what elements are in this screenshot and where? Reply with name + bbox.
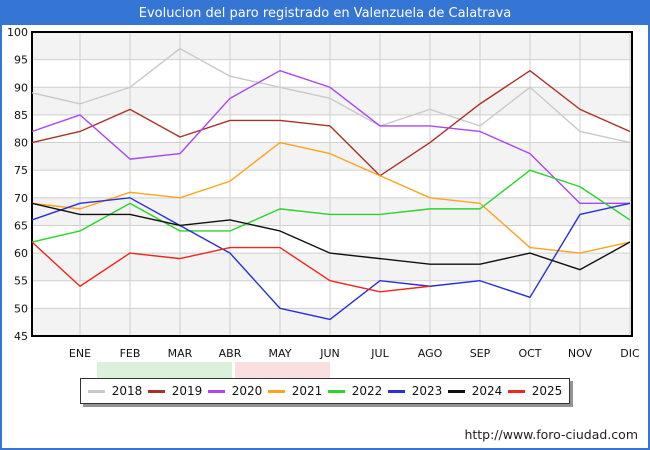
legend-item-2023: 2023 — [387, 384, 443, 398]
legend-swatch-2018 — [87, 389, 105, 393]
y-axis-tick-label: 70 — [14, 192, 28, 205]
legend-label-2025: 2025 — [531, 384, 563, 398]
series-line-2020 — [31, 69, 630, 205]
legend-label-2020: 2020 — [231, 384, 263, 398]
x-axis-month-label: JUN — [319, 347, 340, 360]
legend-label-2024: 2024 — [471, 384, 503, 398]
y-axis-tick-label: 60 — [14, 247, 28, 260]
y-axis-tick-label: 80 — [14, 137, 28, 150]
y-axis-tick-label: 100 — [7, 26, 28, 39]
x-axis-month-label: ABR — [219, 347, 242, 360]
legend-swatch-2025 — [507, 389, 525, 393]
legend-swatch-2020 — [207, 389, 225, 393]
x-axis-month-label: AGO — [418, 347, 443, 360]
legend-item-2021: 2021 — [267, 384, 323, 398]
legend-swatch-2024 — [447, 389, 465, 393]
legend-label-2021: 2021 — [291, 384, 323, 398]
y-axis-tick-label: 45 — [14, 330, 28, 343]
legend-label-2023: 2023 — [411, 384, 443, 398]
plot-band — [33, 142, 631, 171]
x-axis-month-label: MAY — [269, 347, 292, 360]
legend-item-2020: 2020 — [207, 384, 263, 398]
legend-item-2025: 2025 — [507, 384, 563, 398]
legend-item-2024: 2024 — [447, 384, 503, 398]
x-axis-month-label: ENE — [69, 347, 91, 360]
legend-swatch-2023 — [387, 389, 405, 393]
legend-item-2019: 2019 — [147, 384, 203, 398]
legend-item-2018: 2018 — [87, 384, 143, 398]
series-line-2023 — [31, 197, 631, 321]
site-url-link[interactable]: http://www.foro-ciudad.com — [464, 427, 638, 442]
legend-swatch-2021 — [267, 389, 285, 393]
legend-label-2018: 2018 — [111, 384, 143, 398]
series-line-2025 — [31, 241, 431, 293]
page-title: Evolucion del paro registrado en Valenzu… — [2, 2, 648, 25]
y-axis-tick-label: 90 — [14, 81, 28, 94]
x-axis-month-label: JUL — [370, 347, 389, 360]
y-axis-tick-label: 50 — [14, 302, 28, 315]
x-axis-month-label: NOV — [568, 347, 593, 360]
y-axis-tick-label: 65 — [14, 219, 28, 232]
plot-band — [33, 308, 631, 336]
plot-band — [33, 197, 631, 226]
plot-border — [31, 31, 633, 337]
x-axis-month-label: DIC — [620, 347, 640, 360]
x-axis-month-label: MAR — [168, 347, 193, 360]
y-axis-tick-label: 75 — [14, 164, 28, 177]
y-axis-tick-label: 85 — [14, 109, 28, 122]
legend-item-2022: 2022 — [327, 384, 383, 398]
series-line-2021 — [31, 141, 631, 254]
legend: 2018 2019 2020 2021 2022 2023 2024 2025 — [80, 378, 570, 404]
y-axis-tick-label: 55 — [14, 275, 28, 288]
legend-swatch-2022 — [327, 389, 345, 393]
legend-label-2022: 2022 — [351, 384, 383, 398]
plot-band — [33, 32, 631, 60]
legend-label-2019: 2019 — [171, 384, 203, 398]
x-axis-month-label: SEP — [470, 347, 491, 360]
legend-swatch-2019 — [147, 389, 165, 393]
y-axis-tick-label: 95 — [14, 54, 28, 67]
x-axis-month-label: FEB — [120, 347, 141, 360]
plot-band — [33, 253, 631, 281]
series-line-2024 — [31, 202, 631, 271]
plot-band — [33, 87, 631, 115]
series-line-2019 — [31, 69, 631, 177]
series-line-2022 — [31, 169, 631, 243]
series-line-2018 — [31, 47, 631, 144]
x-axis-month-label: OCT — [518, 347, 541, 360]
